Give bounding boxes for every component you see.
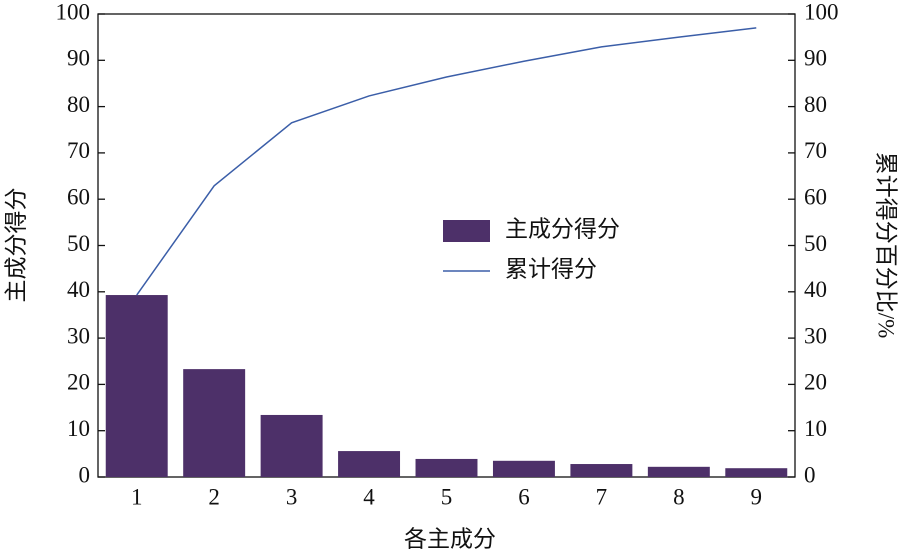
x-tick-label: 9 [751,484,763,509]
x-tick-label: 3 [286,484,298,509]
bar [415,458,478,477]
bar [260,414,323,477]
bar [725,468,788,477]
x-tick-label: 5 [441,484,453,509]
y2-tick-label: 80 [804,92,827,117]
y-tick-label: 10 [67,416,90,441]
bar [647,466,710,477]
bar [338,451,401,477]
y-axis-label: 主成分得分 [3,188,28,303]
y2-tick-label: 70 [804,138,827,163]
y-tick-label: 100 [56,0,91,24]
line [136,27,757,296]
x-axis-label: 各主成分 [404,526,496,551]
y-tick-label: 80 [67,92,90,117]
x-tick-label: 4 [363,484,375,509]
y-tick-label: 70 [67,138,90,163]
y2-axis-label: 累计得分百分比/% [874,152,899,339]
x-tick-label: 8 [673,484,685,509]
bar [492,460,555,477]
x-tick-label: 7 [596,484,608,509]
y-tick-label: 90 [67,46,90,71]
y-tick-label: 50 [67,231,90,256]
bar [105,295,168,477]
x-tick-label: 6 [518,484,530,509]
y-tick-label: 40 [67,277,90,302]
y2-tick-label: 90 [804,46,827,71]
y2-tick-label: 50 [804,231,827,256]
y2-tick-label: 30 [804,323,827,348]
y2-tick-label: 0 [804,462,816,487]
y-tick-label: 0 [79,462,91,487]
y2-tick-label: 100 [804,0,839,24]
bar [570,464,633,477]
legend-label: 累计得分 [505,256,597,281]
y-tick-label: 60 [67,184,90,209]
y-tick-label: 30 [67,323,90,348]
x-tick-label: 2 [208,484,220,509]
y2-tick-label: 60 [804,184,827,209]
y2-tick-label: 40 [804,277,827,302]
legend-swatch [443,220,490,242]
x-tick-label: 1 [131,484,143,509]
y-tick-label: 20 [67,370,90,395]
legend-label: 主成分得分 [505,216,620,241]
y2-tick-label: 10 [804,416,827,441]
y2-tick-label: 20 [804,370,827,395]
bar [183,369,246,477]
